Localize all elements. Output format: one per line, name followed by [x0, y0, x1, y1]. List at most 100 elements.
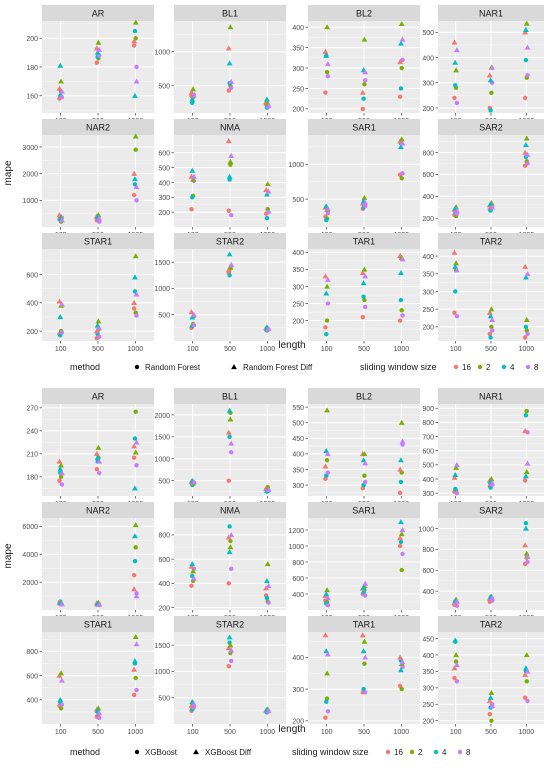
- data-point: [522, 95, 528, 101]
- data-point: [323, 591, 330, 597]
- data-point: [398, 40, 404, 46]
- data-point: [362, 580, 369, 586]
- x-tick-label: 100: [321, 729, 333, 736]
- y-tick-label: 800: [26, 649, 38, 656]
- data-point: [454, 490, 460, 496]
- panel-title: AR: [92, 9, 105, 19]
- data-point: [399, 176, 404, 181]
- panel-strip: [438, 388, 544, 404]
- panel-ar: AR1601802001005001000: [26, 5, 154, 125]
- y-tick-label: 250: [422, 307, 434, 314]
- data-point: [58, 462, 64, 468]
- data-point: [59, 94, 65, 100]
- y-tick-label: 600: [292, 576, 304, 583]
- data-point: [57, 314, 64, 320]
- panel-tar2: TAR2 200 250 300 350 400 450 100 500 1000: [422, 616, 544, 736]
- legend: method Random Forest Random Forest Diff sli…: [70, 362, 539, 372]
- data-point: [132, 274, 138, 280]
- y-tick-label: 600: [158, 151, 170, 158]
- data-point: [324, 217, 329, 223]
- data-point: [486, 72, 493, 78]
- y-tick-label: 300: [158, 195, 170, 202]
- points: [56, 409, 140, 491]
- panel-title: TAR2: [480, 237, 502, 247]
- panel-strip: [174, 388, 286, 404]
- y-tick-label: 400: [292, 25, 304, 32]
- points: [451, 637, 531, 723]
- y-tick-label: 400: [422, 254, 434, 261]
- data-point: [227, 416, 234, 422]
- data-point: [190, 176, 196, 182]
- data-point: [522, 478, 528, 483]
- y-tick-label: 1000: [22, 198, 38, 205]
- panel-title: NMA: [220, 506, 240, 516]
- y-tick-label: 160: [26, 94, 38, 101]
- data-point: [454, 679, 460, 684]
- data-point: [96, 458, 103, 464]
- data-point: [131, 43, 137, 48]
- data-point: [524, 328, 529, 333]
- data-point: [189, 314, 196, 320]
- panel-title: NAR2: [86, 506, 110, 516]
- data-point: [228, 78, 235, 84]
- panel-ar: AR1802102402701005001000: [26, 388, 154, 508]
- y-tick-label: 1000: [154, 669, 170, 676]
- data-point: [323, 325, 328, 330]
- data-point: [523, 274, 529, 280]
- legend-window-label: 2: [486, 363, 491, 372]
- data-point: [191, 323, 197, 328]
- data-point: [398, 419, 405, 425]
- points: [56, 133, 140, 224]
- data-point: [524, 668, 531, 674]
- data-point: [488, 689, 495, 695]
- data-point: [264, 96, 270, 102]
- y-tick-label: 2000: [22, 171, 38, 178]
- data-point: [325, 210, 331, 216]
- panel-strip: [42, 119, 154, 135]
- data-point: [359, 632, 366, 638]
- panel-strip: [42, 233, 154, 249]
- x-tick-label: 100: [187, 346, 199, 353]
- y-tick-label: 200: [26, 329, 38, 336]
- data-point: [523, 473, 529, 479]
- data-point: [227, 524, 232, 529]
- data-point: [452, 471, 459, 477]
- data-point: [400, 57, 405, 63]
- data-point: [134, 198, 139, 203]
- points: [451, 408, 531, 496]
- data-point: [453, 47, 460, 53]
- panel-title: NAR1: [479, 392, 503, 402]
- y-tick-label: 3000: [22, 145, 38, 152]
- data-point: [489, 703, 496, 709]
- y-tick-label: 300: [292, 687, 304, 694]
- data-point: [225, 45, 232, 51]
- data-point: [58, 474, 64, 480]
- data-point: [452, 637, 459, 643]
- data-point: [489, 480, 496, 486]
- panel-star2: STAR2 500 1000 1500 100 500 1000: [154, 233, 286, 353]
- data-point: [97, 470, 102, 476]
- data-point: [132, 485, 138, 491]
- panel-nma: NMA2004006008001005001000: [158, 502, 286, 622]
- y-tick-label: 550: [292, 405, 304, 412]
- panel-tar1: TAR1 200 300 400 100 500 1000: [292, 616, 420, 736]
- panel-title: TAR1: [353, 620, 375, 630]
- data-point: [96, 215, 103, 221]
- panel-bl2: BL23003504004505005501005001000: [292, 388, 420, 508]
- panel-strip: [308, 502, 420, 518]
- data-point: [266, 600, 271, 605]
- x-tick-label: 500: [358, 346, 370, 353]
- data-point: [397, 94, 403, 99]
- data-point: [325, 709, 331, 714]
- data-point: [94, 454, 101, 460]
- data-point: [189, 167, 196, 173]
- y-tick-label: 2000: [154, 413, 170, 420]
- points: [322, 20, 406, 112]
- data-point: [522, 542, 529, 548]
- data-point: [399, 659, 406, 665]
- points: [56, 522, 140, 608]
- data-point: [322, 273, 329, 279]
- y-tick-label: 1000: [154, 49, 170, 56]
- y-tick-label: 500: [158, 84, 170, 91]
- data-point: [399, 438, 406, 444]
